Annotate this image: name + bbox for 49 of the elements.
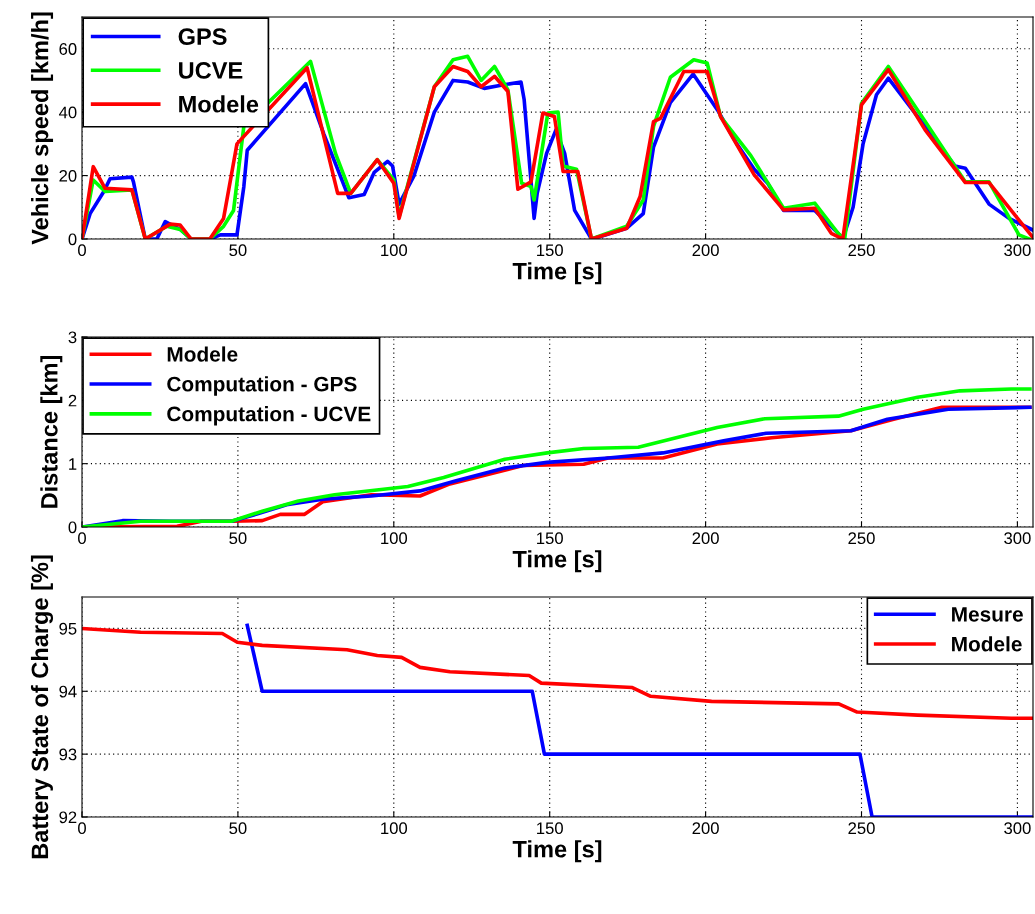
y-tick-label: 94 — [59, 685, 77, 698]
y-tick-label: 1 — [69, 458, 77, 470]
legend-label: Modele — [952, 636, 1022, 652]
legend-label: Modele — [179, 95, 259, 113]
y-tick-label: 95 — [59, 622, 77, 635]
x-tick-label: 50 — [229, 244, 247, 257]
y-tick-label: 3 — [68, 331, 77, 344]
x-tick-label: 50 — [229, 822, 247, 835]
x-tick-label: 150 — [537, 822, 563, 835]
y-tick-label: 93 — [59, 748, 77, 761]
legend-label: Modele — [167, 346, 238, 362]
x-tick-label: 0 — [78, 532, 86, 545]
x-tick-label: 100 — [381, 532, 408, 545]
y-tick-label: 92 — [59, 811, 77, 824]
y-tick-label: 40 — [58, 106, 77, 119]
x-tick-label: 250 — [848, 532, 875, 545]
x-tick-label: 300 — [1004, 822, 1031, 835]
y-axis-title: Battery State of Charge [%] — [30, 555, 54, 859]
legend-label: Computation - UCVE — [167, 406, 371, 426]
legend-label: Mesure — [952, 607, 1023, 622]
x-tick-label: 50 — [229, 532, 247, 545]
y-tick-label: 2 — [68, 394, 77, 407]
y-tick-label: 60 — [59, 43, 77, 55]
legend-label: GPS — [178, 28, 227, 45]
legend-label: Computation - GPS — [167, 376, 357, 396]
x-tick-label: 200 — [692, 532, 719, 545]
y-axis-title: Distance [km] — [40, 355, 63, 508]
y-axis-title: Vehicle speed [km/h] — [31, 12, 54, 245]
x-tick-label: 300 — [1004, 244, 1031, 257]
x-tick-label: 100 — [381, 822, 408, 835]
x-tick-label: 200 — [692, 244, 719, 257]
x-tick-label: 0 — [78, 822, 86, 835]
y-tick-label: 0 — [68, 521, 77, 534]
x-tick-label: 300 — [1004, 532, 1031, 545]
y-tick-label: 20 — [59, 169, 77, 182]
x-tick-label: 200 — [692, 822, 719, 835]
legend-label: UCVE — [179, 62, 243, 79]
x-axis-title: Time [s] — [512, 550, 602, 573]
x-tick-label: 0 — [78, 244, 86, 257]
line-series — [245, 623, 1033, 817]
x-tick-label: 150 — [537, 244, 563, 257]
x-axis-title: Time [s] — [512, 262, 602, 285]
x-axis-title: Time [s] — [512, 840, 602, 863]
x-tick-label: 150 — [537, 532, 563, 545]
x-tick-label: 100 — [381, 244, 408, 257]
x-tick-label: 250 — [848, 822, 875, 835]
line-series — [82, 626, 1033, 721]
y-tick-label: 0 — [68, 233, 77, 246]
x-tick-label: 250 — [848, 244, 875, 257]
